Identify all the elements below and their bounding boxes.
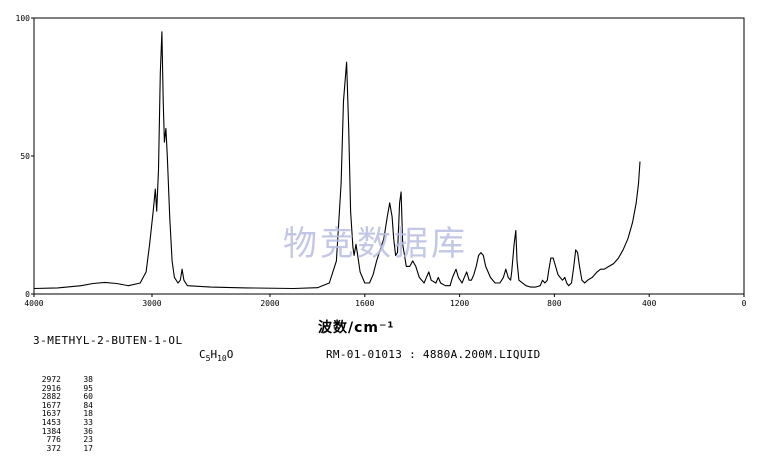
- formula-carbon: C: [199, 348, 206, 361]
- peak-intensity: 38: [83, 375, 93, 384]
- peak-wavenumber: 1677: [41, 400, 61, 410]
- peak-row: 2972 38: [33, 375, 93, 385]
- peak-intensity: 84: [83, 400, 93, 410]
- peak-row: 1637 18: [33, 410, 93, 419]
- spectrum-info: RM-01-01013 : 4880A.200M.LIQUID: [326, 348, 541, 361]
- peak-row: 372 17: [33, 443, 93, 454]
- peak-intensity: 60: [83, 392, 93, 402]
- x-tick-label: 3000: [142, 299, 161, 308]
- peak-row: 1677 84: [33, 400, 93, 411]
- x-tick-label: 2000: [260, 299, 279, 308]
- formula-carbon-count: 5: [205, 354, 211, 364]
- x-tick-label: 1600: [355, 299, 374, 308]
- peak-row: 1384 36: [33, 426, 93, 437]
- peak-wavenumber: 1384: [41, 426, 61, 436]
- compound-name: 3-METHYL-2-BUTEN-1-OL: [33, 334, 183, 347]
- formula-oxygen: O: [226, 348, 234, 361]
- peak-wavenumber: 2882: [41, 392, 61, 402]
- y-tick-label: 50: [20, 152, 30, 161]
- peak-intensity: 23: [83, 435, 93, 445]
- peak-table: 2972 38 2916 95 2882 60 1677 84 1637 18 1453 33 1384…: [33, 375, 93, 454]
- formula-hydrogen: H: [210, 348, 218, 361]
- x-tick-label: 400: [642, 299, 657, 308]
- peak-row: 776 23: [33, 436, 93, 445]
- x-tick-label: 4000: [24, 299, 43, 308]
- peak-row: 2916 95: [33, 383, 93, 394]
- peak-row: 2882 60: [33, 393, 93, 402]
- peak-wavenumber: 776: [46, 435, 61, 445]
- molecular-formula: C5H10O: [199, 348, 233, 363]
- peak-intensity: 33: [83, 417, 93, 427]
- watermark-text: 物竞数据库: [283, 224, 468, 264]
- peak-intensity: 18: [83, 409, 93, 419]
- peak-wavenumber: 2972: [41, 375, 61, 384]
- x-tick-label: 1200: [450, 299, 469, 308]
- chart-series: [33, 31, 641, 290]
- peak-wavenumber: 1453: [41, 417, 61, 427]
- y-tick-label: 100: [16, 14, 31, 23]
- formula-hydrogen-count: 10: [217, 354, 227, 364]
- x-tick-label: 0: [742, 299, 747, 308]
- peak-wavenumber: 372: [46, 443, 61, 453]
- peak-intensity: 95: [83, 383, 93, 393]
- x-axis-label: 波数/cm⁻¹: [318, 320, 395, 336]
- x-tick-label: 800: [547, 299, 562, 308]
- peak-row: 1453 33: [33, 417, 93, 428]
- spectrum-line: [33, 31, 641, 290]
- peak-wavenumber: 1637: [41, 409, 61, 419]
- peak-intensity: 36: [83, 426, 93, 436]
- peak-wavenumber: 2916: [41, 383, 61, 393]
- y-tick-label: 0: [25, 290, 30, 299]
- peak-intensity: 17: [83, 443, 93, 453]
